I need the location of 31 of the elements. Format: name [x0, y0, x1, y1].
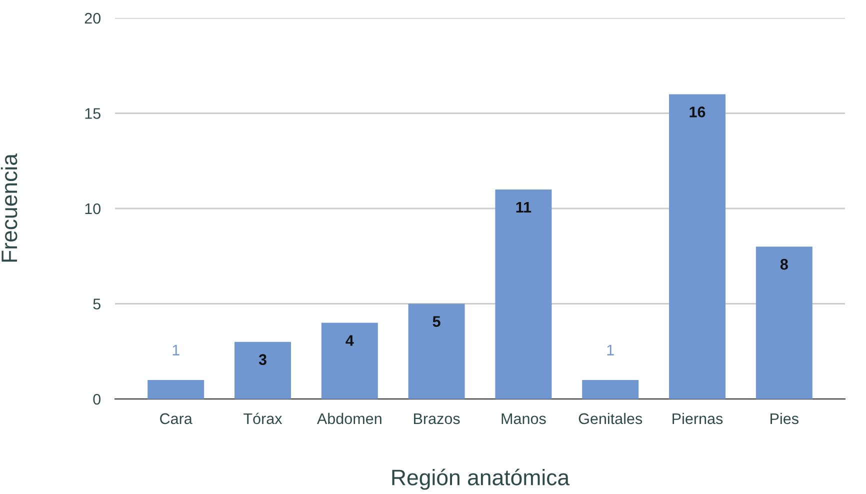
bar — [582, 380, 639, 399]
bar — [148, 380, 204, 399]
y-tick-label: 5 — [93, 298, 100, 310]
data-label: 3 — [258, 354, 266, 366]
x-tick-label: Tórax — [244, 412, 282, 424]
x-tick-label: Cara — [160, 413, 192, 424]
x-tick-label: Pies — [770, 412, 798, 424]
data-label: 8 — [780, 258, 788, 270]
x-tick-label: Brazos — [414, 413, 460, 424]
bar — [669, 94, 726, 399]
bar — [495, 189, 552, 399]
x-axis-title: Región anatómica — [392, 468, 570, 490]
x-tick-label: Piernas — [672, 412, 723, 424]
y-tick-label: 15 — [85, 108, 100, 119]
y-axis-title: Frecuencia — [0, 154, 18, 262]
y-tick-label: 0 — [93, 394, 101, 405]
x-tick-label: Abdomen — [316, 412, 382, 424]
data-label: 5 — [432, 316, 440, 327]
bar — [321, 322, 378, 399]
x-tick-label: Genitales — [578, 412, 642, 424]
x-tick-label: Manos — [502, 413, 546, 424]
y-tick-label: 10 — [85, 203, 101, 214]
y-tick-label: 20 — [84, 12, 101, 24]
data-label: 1 — [172, 344, 180, 356]
data-label: 4 — [346, 335, 354, 346]
bar — [756, 246, 812, 399]
data-label: 11 — [516, 202, 532, 212]
data-label: 16 — [690, 106, 706, 118]
data-label: 1 — [607, 344, 614, 356]
bar — [408, 304, 465, 399]
bar — [234, 342, 291, 399]
